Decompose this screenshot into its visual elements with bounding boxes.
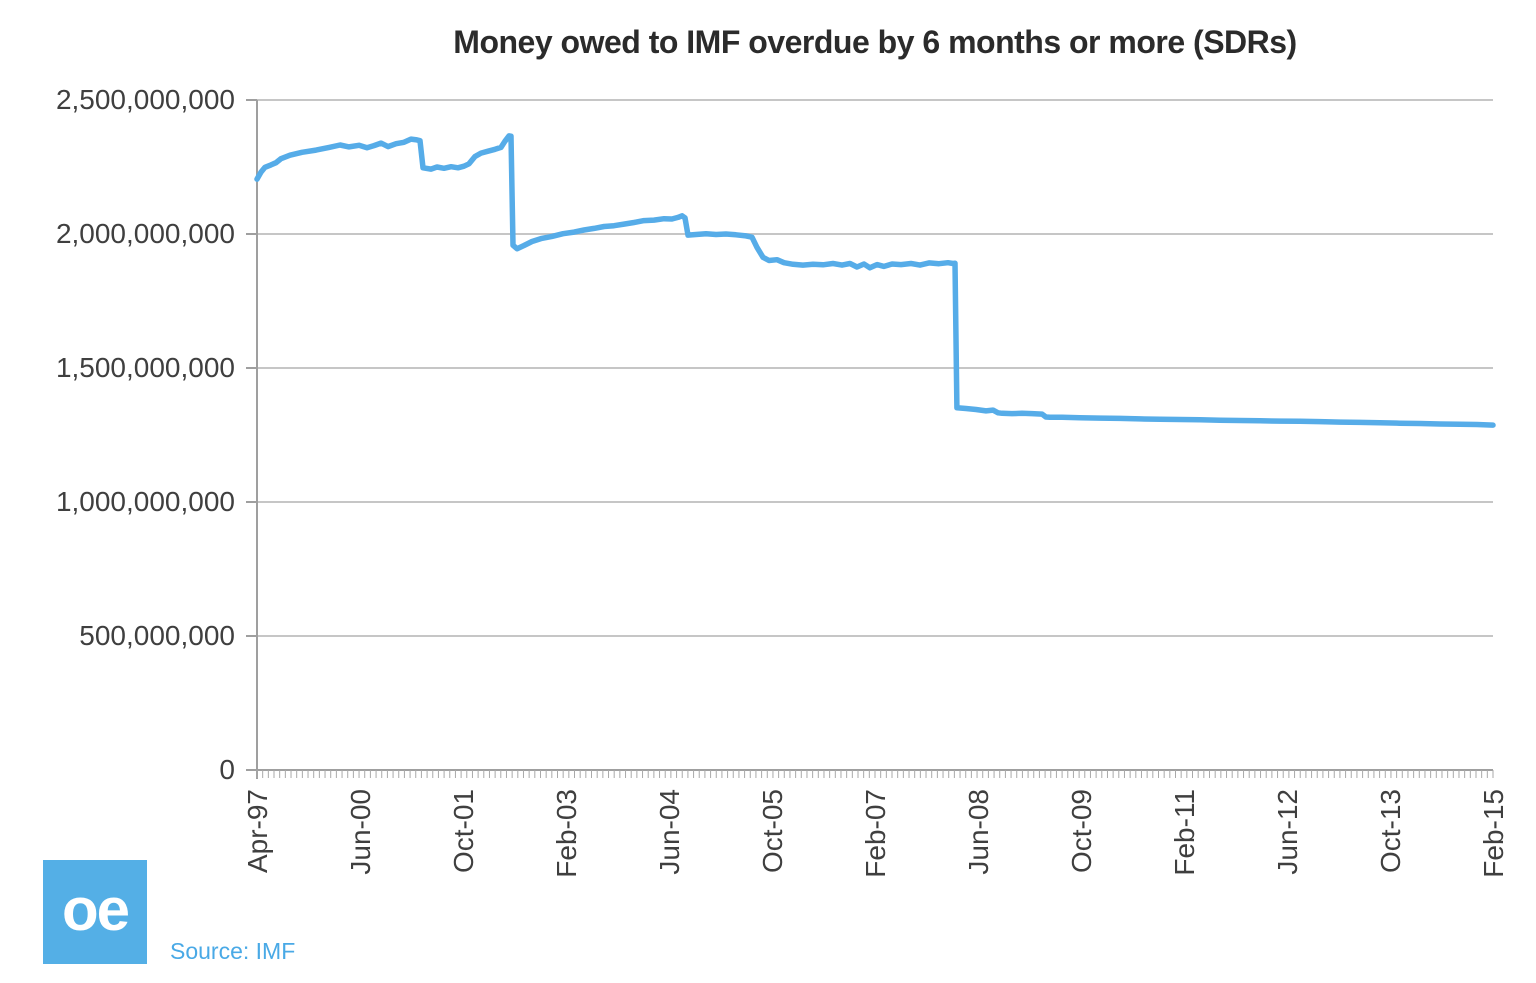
x-tick-label: Apr-97 [242,789,273,873]
y-tick-label: 2,500,000,000 [56,84,235,115]
x-tick-label: Oct-09 [1066,789,1097,873]
y-tick-label: 0 [219,754,235,785]
y-tick-label: 2,000,000,000 [56,218,235,249]
x-tick-label: Jun-00 [345,789,376,875]
chart-title: Money owed to IMF overdue by 6 months or… [453,24,1297,60]
y-tick-label: 1,500,000,000 [56,352,235,383]
x-tick-label: Oct-05 [757,789,788,873]
x-tick-label: Feb-03 [551,789,582,878]
data-line [254,133,1496,428]
oe-logo-text: oe [61,875,130,943]
y-tick-label: 1,000,000,000 [56,486,235,517]
source-text: Source: IMF [170,938,296,964]
y-tick-label: 500,000,000 [79,620,235,651]
x-tick-label: Jun-12 [1272,789,1303,875]
x-tick-label: Oct-13 [1375,789,1406,873]
oe-logo: oe [43,860,147,964]
x-tick-label: Feb-11 [1169,789,1200,876]
x-tick-label: Feb-15 [1478,789,1509,878]
x-tick-label: Feb-07 [860,789,891,878]
x-tick-label: Jun-04 [654,789,685,875]
x-tick-label: Jun-08 [963,789,994,875]
x-tick-label: Oct-01 [448,789,479,873]
